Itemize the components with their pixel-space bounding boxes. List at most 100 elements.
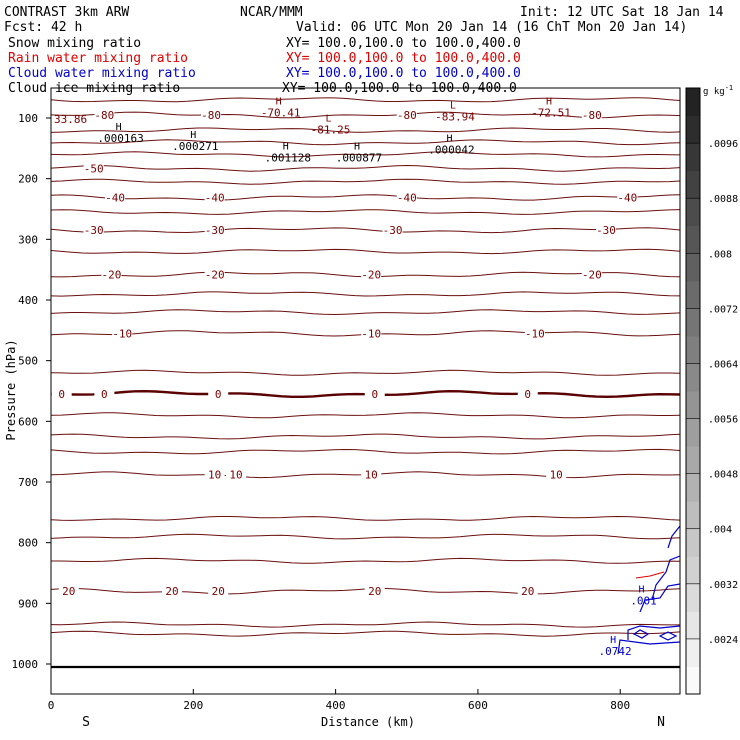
- contour-label: 20: [521, 585, 534, 598]
- colorbar-bin: [686, 611, 700, 640]
- contour-label: -30: [596, 224, 616, 237]
- extremum-value: .000042: [428, 144, 474, 157]
- contour-label: 10: [229, 469, 242, 482]
- isotherm-line: [51, 630, 680, 637]
- contour-label-bg: [94, 108, 115, 120]
- x-right-end-label: N: [657, 715, 665, 730]
- contour-label-bg: [361, 468, 382, 480]
- field-cloudwater-xy: XY= 100.0,100.0 to 100.0,400.0: [286, 66, 521, 81]
- contour-label: 0: [58, 388, 65, 401]
- isotherm-line: [51, 139, 680, 146]
- colorbar-tick-label: .0032: [708, 580, 738, 591]
- isotherm-line: [51, 209, 680, 215]
- rain-water-contour: [635, 571, 665, 579]
- extremum-kind: H: [190, 130, 196, 141]
- colorbar-bin: [686, 666, 700, 695]
- contour-label: -20: [582, 269, 602, 282]
- contour-label-bg: [204, 268, 225, 280]
- contour-label-bg: [396, 108, 417, 120]
- colorbar-bin: [686, 473, 700, 502]
- valid-time: Valid: 06 UTC Mon 20 Jan 14 (16 ChT Mon …: [296, 20, 687, 35]
- contour-label: -20: [361, 269, 381, 282]
- extremum-value: .001128: [265, 152, 311, 165]
- isotherm-line: [51, 164, 680, 172]
- extremum-kind: L: [450, 100, 456, 111]
- contour-label-bg: [208, 388, 229, 400]
- cloud-water-contour: [639, 583, 680, 613]
- extremum-kind: H: [354, 142, 360, 153]
- contour-label-bg: [596, 224, 616, 236]
- extremum-value: -70.41: [261, 107, 301, 120]
- colorbar-tick-label: .0088: [708, 194, 738, 205]
- contour-label-bg: [83, 224, 104, 236]
- cloud-water-contour: [651, 555, 680, 601]
- isotherm-line: [51, 127, 680, 133]
- colorbar-bin: [686, 253, 700, 282]
- isotherm-line: [51, 309, 680, 316]
- isotherm-line: [51, 533, 680, 540]
- colorbar-bin: [686, 143, 700, 172]
- contour-label-bg: [517, 585, 538, 597]
- x-axis: 0 200 400 600 800: [48, 689, 630, 712]
- cloud-water-contour: [632, 629, 650, 639]
- contour-label-bg: [58, 585, 79, 597]
- x-left-end-label: S: [82, 715, 90, 730]
- colorbar-bin: [686, 528, 700, 557]
- contour-label-bg: [361, 268, 382, 280]
- extremum-value: .0742: [599, 645, 632, 658]
- contour-label: -40: [205, 191, 225, 204]
- colorbar-tick-label: .004: [708, 525, 732, 536]
- contour-label-bg: [204, 191, 225, 203]
- y-tick-label: 700: [18, 476, 38, 489]
- title-left: CONTRAST 3km ARW: [4, 5, 129, 20]
- contour-label: -80: [201, 109, 221, 122]
- contour-label-bg: [546, 468, 567, 480]
- extremum-value: .001: [630, 594, 657, 607]
- contour-label: -30: [205, 224, 225, 237]
- contour-label-bg: [581, 108, 602, 120]
- colorbar-tick-label: .0072: [708, 304, 738, 315]
- contour-label-bg: [361, 327, 382, 339]
- colorbar-bin: [686, 225, 700, 254]
- contour-label-bg: [396, 191, 417, 203]
- contour-label: 10: [550, 469, 563, 482]
- y-tick-label: 200: [18, 173, 38, 186]
- y-tick-label: 100: [18, 112, 38, 125]
- colorbar-tick-label: .0056: [708, 415, 738, 426]
- colorbar-bin: [686, 446, 700, 475]
- y-tick-label: 900: [18, 597, 38, 610]
- field-rain-xy: XY= 100.0,100.0 to 100.0,400.0: [286, 51, 521, 66]
- contour-label-bg: [581, 268, 602, 280]
- contour-label-bg: [517, 388, 538, 400]
- title-center: NCAR/MMM: [240, 5, 303, 20]
- y-tick-label: 600: [18, 415, 38, 428]
- contour-label-bg: [364, 585, 385, 597]
- isotherm-line: [51, 97, 680, 103]
- contour-label: -20: [205, 269, 225, 282]
- isotherm-line: [51, 448, 680, 455]
- forecast-hour: Fcst: 42 h: [4, 20, 82, 35]
- contour-label: 0: [215, 388, 222, 401]
- contour-label: -30: [383, 224, 403, 237]
- colorbar-bin: [686, 638, 700, 667]
- contour-label: 0: [101, 388, 108, 401]
- moisture-contour-layer: [617, 525, 680, 655]
- contour-label-bg: [94, 388, 115, 400]
- isotherm-line: [51, 433, 680, 440]
- field-cloudwater-name: Cloud water mixing ratio: [8, 66, 196, 81]
- init-time: Init: 12 UTC Sat 18 Jan 14: [520, 5, 724, 20]
- contour-label: 20: [368, 585, 381, 598]
- field-snow-xy: XY= 100.0,100.0 to 100.0,400.0: [286, 36, 521, 51]
- contour-label-bg: [382, 224, 403, 236]
- contour-label: 0: [524, 388, 531, 401]
- isotherm-line: [51, 557, 680, 564]
- extremum-kind: H: [546, 97, 552, 108]
- contour-label-bg: [226, 468, 246, 480]
- field-rain-name: Rain water mixing ratio: [8, 51, 188, 66]
- colorbar-bin: [686, 363, 700, 392]
- left-edge-value: 33.86: [54, 113, 87, 126]
- colorbar-bin: [686, 583, 700, 612]
- colorbar-bin: [686, 335, 700, 364]
- contour-label: -80: [94, 109, 114, 122]
